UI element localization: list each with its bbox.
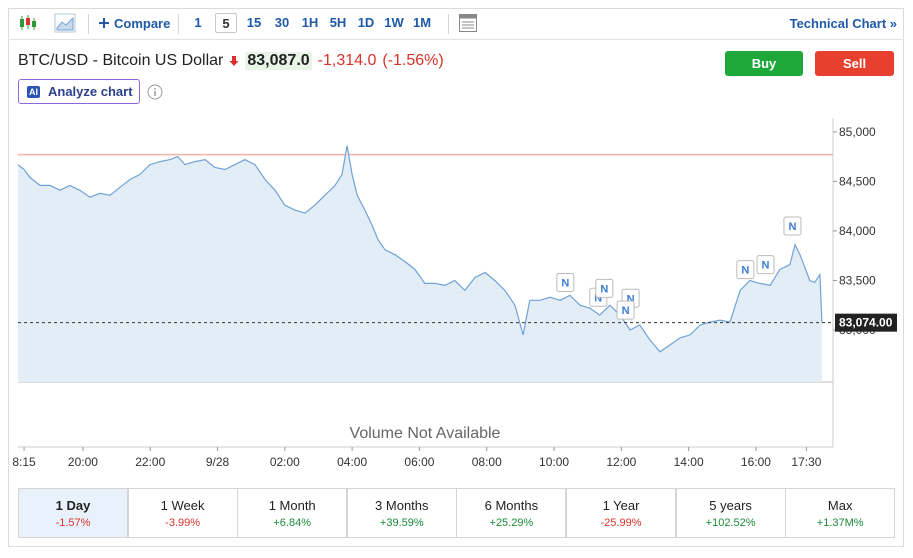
news-marker[interactable]: N (595, 278, 614, 298)
toolbar (8, 8, 904, 40)
x-tick-label: 10:00 (539, 455, 569, 469)
x-tick-label: 17:30 (791, 455, 821, 469)
news-marker-box (616, 300, 635, 320)
price-change-pct: (-1.56%) (382, 52, 444, 69)
period-tab[interactable]: 1 Month +6.84% (237, 488, 348, 538)
y-tick-label: 85,000 (839, 125, 876, 139)
period-change: +6.84% (273, 517, 311, 529)
y-tick-label: 83,500 (839, 273, 876, 287)
period-tab[interactable]: 1 Year -25.99% (566, 488, 676, 538)
x-tick-label: 8:15 (12, 455, 36, 469)
news-marker-label: N (788, 221, 796, 233)
separator (88, 14, 89, 34)
period-label: 1 Month (268, 498, 316, 513)
news-marker-box (783, 216, 802, 236)
news-marker[interactable]: N (556, 272, 575, 292)
sell-button[interactable]: Sell (815, 51, 894, 76)
interval-button[interactable]: 1H (301, 15, 319, 30)
period-label: 3 Months (375, 498, 429, 513)
period-change: +1.37M% (816, 517, 864, 529)
x-tick-label: 9/28 (206, 455, 230, 469)
ai-badge: AI (27, 85, 40, 98)
period-change: +25.29% (489, 517, 534, 529)
x-tick-label: 04:00 (337, 455, 367, 469)
period-tab[interactable]: 6 Months +25.29% (456, 488, 567, 538)
news-marker-label: N (627, 293, 635, 305)
news-marker[interactable]: N (783, 216, 802, 236)
period-change: +39.59% (379, 517, 424, 529)
interval-button[interactable]: 30 (274, 15, 290, 30)
interval-button[interactable]: 15 (246, 15, 262, 30)
news-marker-label: N (622, 305, 630, 317)
volume-note: Volume Not Available (350, 425, 501, 442)
separator (448, 14, 449, 34)
interval-button[interactable]: 1D (357, 15, 375, 30)
news-marker-label: N (600, 283, 608, 295)
compare[interactable]: Compare (114, 16, 171, 31)
last-price-box (835, 313, 897, 332)
instrument-header: BTC/USD - Bitcoin US Dollar 83,087.0 -1,… (18, 51, 444, 71)
period-tab[interactable]: 3 Months +39.59% (346, 488, 457, 538)
interval-button[interactable]: 1 (194, 15, 202, 30)
plus-icon[interactable] (98, 17, 110, 29)
info-icon[interactable] (147, 84, 163, 100)
y-tick-label: 84,500 (839, 174, 876, 188)
news-marker-box (736, 260, 755, 280)
price: 83,087.0 (245, 52, 312, 70)
last-price-label: 83,074.00 (839, 316, 893, 330)
analyze-label: Analyze chart (48, 84, 133, 99)
x-tick-label: 20:00 (68, 455, 98, 469)
x-tick-label: 14:00 (674, 455, 704, 469)
period-label: 6 Months (484, 498, 539, 513)
period-label: 1 Week (160, 498, 205, 513)
interval-button[interactable]: 5H (329, 15, 347, 30)
period-change: -1.57% (55, 517, 91, 529)
news-marker-label: N (561, 277, 569, 289)
interval-button[interactable]: 5 (215, 13, 237, 33)
period-label: 1 Year (602, 498, 640, 513)
period-tab[interactable]: Max +1.37M% (785, 488, 896, 538)
news-marker[interactable]: N (616, 300, 635, 320)
price-change: -1,314.0 (317, 52, 377, 69)
period-tab[interactable]: 5 years +102.52% (675, 488, 786, 538)
y-tick-label: 84,000 (839, 224, 876, 238)
buy-button[interactable]: Buy (725, 51, 803, 76)
news-marker-label: N (741, 265, 749, 277)
x-tick-label: 12:00 (606, 455, 636, 469)
period-label: 1 Day (55, 498, 91, 513)
period-change: -25.99% (600, 517, 642, 529)
down-arrow (229, 56, 239, 66)
period-tab[interactable]: 1 Week -3.99% (127, 488, 238, 538)
layout-icon[interactable] (458, 13, 478, 33)
x-tick-label: 22:00 (135, 455, 165, 469)
news-marker[interactable]: N (756, 255, 775, 275)
price-line (17, 145, 823, 353)
instrument-title: BTC/USD - Bitcoin US Dollar (18, 52, 224, 69)
area-icon[interactable] (54, 13, 76, 33)
interval-button[interactable]: 1W (384, 15, 404, 30)
analyze-chart-button[interactable]: AI Analyze chart (18, 79, 140, 104)
period-change: +102.52% (705, 517, 756, 529)
interval-button[interactable]: 1M (412, 15, 432, 30)
frame (8, 8, 904, 547)
separator (178, 14, 179, 34)
candle-icon[interactable] (18, 13, 38, 33)
x-tick-label: 02:00 (270, 455, 300, 469)
period-label: Max (827, 498, 853, 513)
news-marker-label: N (762, 260, 770, 272)
news-marker-box (595, 278, 614, 298)
x-tick-label: 06:00 (404, 455, 434, 469)
news-marker-label: N (594, 292, 602, 304)
x-tick-label: 08:00 (472, 455, 502, 469)
technical-chart-link[interactable]: Technical Chart » (789, 16, 897, 31)
news-marker[interactable]: N (736, 260, 755, 280)
period-change: -3.99% (165, 517, 201, 529)
news-marker-box (556, 272, 575, 292)
news-marker-box (756, 255, 775, 275)
period-label: 5 years (709, 498, 752, 513)
period-tab[interactable]: 1 Day -1.57% (18, 488, 128, 538)
x-tick-label: 16:00 (741, 455, 771, 469)
